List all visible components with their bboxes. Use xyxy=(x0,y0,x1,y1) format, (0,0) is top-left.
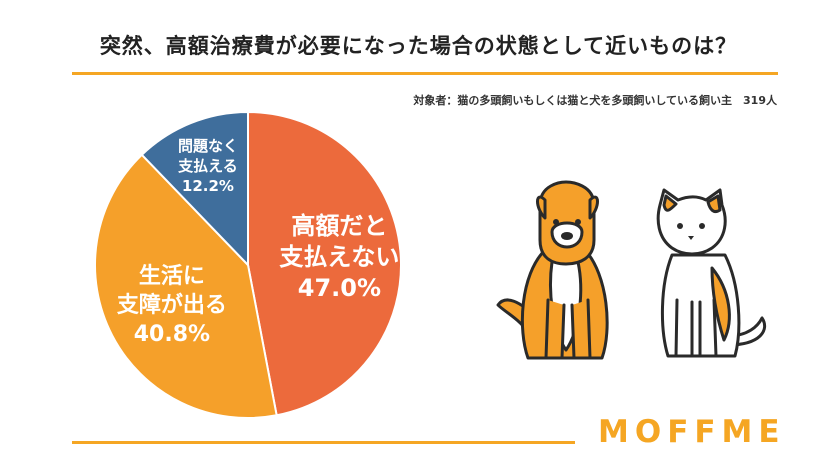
pie-slice-1 xyxy=(94,153,278,419)
slice-label-2: 問題なく xyxy=(178,137,238,155)
slice-value-label-1: 40.8% xyxy=(134,322,210,347)
pie-slice-0 xyxy=(247,110,402,417)
respondents-note: 対象者：猫の多頭飼いもしくは猫と犬を多頭飼いしている飼い主 319人 xyxy=(413,94,777,107)
footer-rule xyxy=(72,441,575,444)
pie-slices xyxy=(94,110,402,419)
slice-value-label-0: 47.0% xyxy=(298,274,381,302)
slice-value-label-2: 12.2% xyxy=(182,177,234,195)
slice-label-0: 高額だと xyxy=(291,212,387,240)
slice-label-2: 支払える xyxy=(177,157,238,175)
title-underline xyxy=(72,72,778,75)
slice-label-0: 支払えない xyxy=(279,243,399,271)
moffme-logo: MOFFME xyxy=(598,414,786,450)
slice-label-1: 生活に xyxy=(139,264,205,289)
chart-title: 突然、高額治療費が必要になった場合の状態として近いものは？ xyxy=(99,34,738,58)
slice-label-1: 支障が出る xyxy=(117,292,227,318)
pie-slice-2 xyxy=(140,110,249,268)
